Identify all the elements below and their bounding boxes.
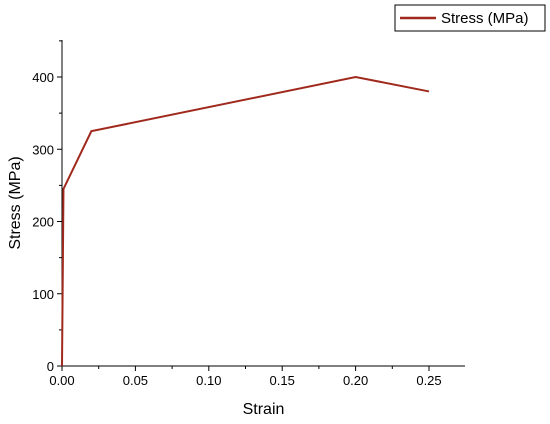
y-ticks: 0 100 200 300 400: [32, 40, 62, 374]
y-tick-label: 0: [47, 359, 54, 374]
y-tick-label: 400: [32, 70, 54, 85]
x-ticks: 0.00 0.05 0.10 0.15 0.20 0.25: [49, 366, 442, 388]
x-tick-label: 0.10: [196, 373, 221, 388]
x-tick-label: 0.15: [270, 373, 295, 388]
legend-label: Stress (MPa): [441, 10, 529, 27]
y-axis-title: Stress (MPa): [7, 156, 24, 249]
y-tick-label: 200: [32, 215, 54, 230]
x-tick-label: 0.00: [49, 373, 74, 388]
x-tick-label: 0.20: [343, 373, 368, 388]
x-tick-label: 0.25: [416, 373, 441, 388]
x-tick-label: 0.05: [123, 373, 148, 388]
x-axis-title: Strain: [243, 401, 285, 418]
axes: [61, 40, 465, 367]
series-layer: [61, 75, 430, 367]
y-tick-label: 100: [32, 287, 54, 302]
legend: Stress (MPa): [394, 4, 546, 32]
series-line-0: [61, 75, 430, 367]
y-tick-label: 300: [32, 142, 54, 157]
